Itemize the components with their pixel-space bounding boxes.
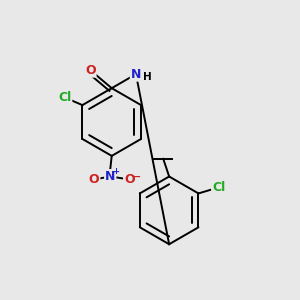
Text: Cl: Cl bbox=[212, 181, 226, 194]
Text: O: O bbox=[124, 173, 135, 186]
Text: N: N bbox=[131, 68, 141, 81]
Text: N: N bbox=[105, 170, 116, 183]
Text: O: O bbox=[89, 173, 99, 186]
Text: −: − bbox=[133, 172, 141, 182]
Text: +: + bbox=[112, 167, 119, 176]
Text: H: H bbox=[143, 71, 152, 82]
Text: Cl: Cl bbox=[58, 91, 71, 104]
Text: O: O bbox=[85, 64, 96, 77]
